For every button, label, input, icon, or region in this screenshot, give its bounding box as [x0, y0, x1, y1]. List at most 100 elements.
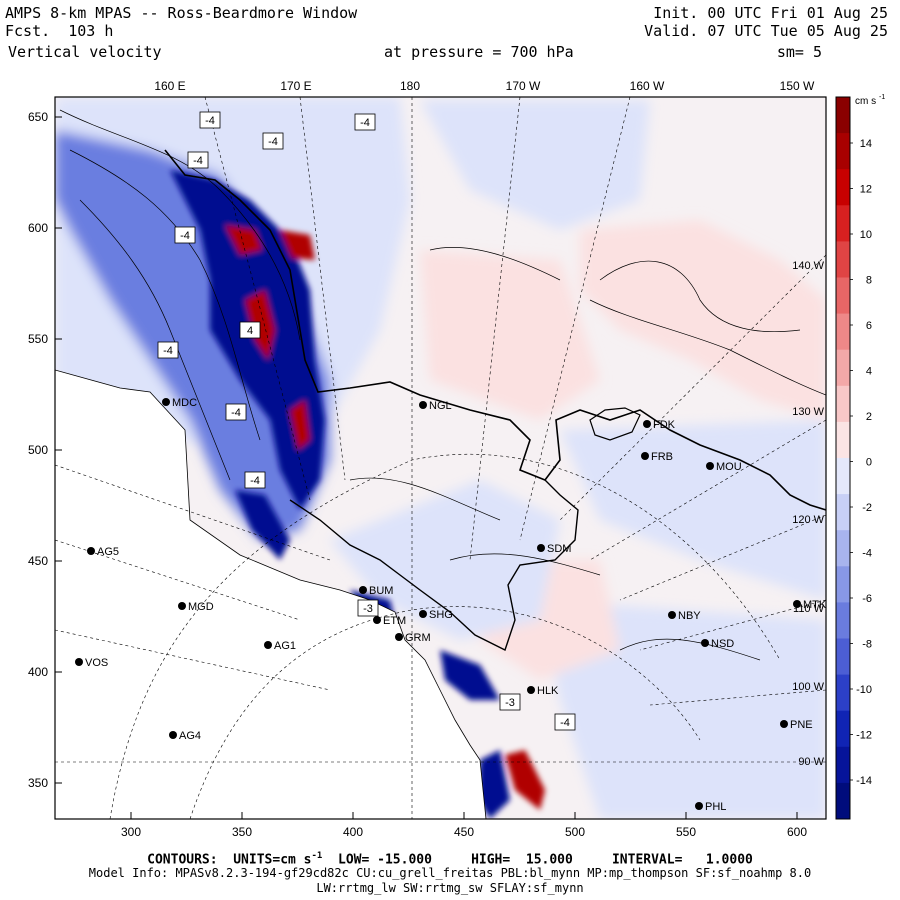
y-tick-label: 450: [28, 554, 48, 568]
station-label: FRB: [651, 451, 673, 463]
colorbar-step: [836, 530, 850, 567]
svg-text:-4: -4: [360, 117, 370, 129]
station-marker: [706, 462, 714, 470]
colorbar-units-exp: -1: [879, 94, 885, 101]
pressure-level: at pressure = 700 hPa: [384, 43, 574, 61]
station-marker: [780, 720, 788, 728]
right-lon-label: 100 W: [792, 681, 824, 693]
station-vos: VOS: [75, 657, 108, 669]
station-mdc: MDC: [162, 397, 197, 409]
map-panel: -4 -4 -4 -4 -4 -4 -4 -4 4 -3 -3 -4 MDC NGL FDK FRB MOU A…: [55, 97, 826, 819]
y-tick-label: 650: [28, 110, 48, 124]
contour-label: -4: [157, 341, 179, 359]
colorbar-label: -6: [862, 593, 872, 605]
station-marker: [643, 420, 651, 428]
station-label: PHL: [705, 801, 726, 813]
colorbar-step: [836, 205, 850, 242]
contour-line-7: [619, 638, 761, 661]
colorbar-label: 14: [860, 138, 872, 150]
field-core-4: [280, 230, 315, 260]
colorbar-step: [836, 349, 850, 387]
station-label: FDK: [653, 419, 676, 431]
physics-info: LW:rrtmg_lw SW:rrtmg_sw SFLAY:sf_mynn: [316, 881, 584, 895]
station-ngl: NGL: [419, 400, 452, 412]
station-fdk: FDK: [643, 419, 676, 431]
station-mgd: MGD: [178, 601, 214, 613]
y-tick-label: 350: [28, 776, 48, 790]
station-ag5: AG5: [87, 546, 119, 558]
contour-label: 4: [239, 321, 261, 339]
forecast-hours: 103 h: [68, 22, 114, 40]
field-soft-layer: [55, 97, 826, 819]
station-marker: [419, 401, 427, 409]
y-tick-label: 600: [28, 221, 48, 235]
field-core-3: [290, 400, 310, 450]
pressure-label: at pressure =: [384, 43, 502, 61]
top-lon-label: 150 W: [780, 79, 815, 93]
right-lon-label: 130 W: [792, 406, 824, 418]
colorbar-step: [836, 421, 850, 459]
station-label: AG1: [274, 640, 296, 652]
colorbar-label: 2: [866, 411, 872, 423]
colorbar-step: [836, 241, 850, 278]
colorbar-step: [836, 277, 850, 315]
valid-time: Valid. 07 UTC Tue 05 Aug 25: [644, 22, 888, 40]
svg-text:-3: -3: [505, 697, 515, 709]
field-name: Vertical velocity: [8, 43, 162, 61]
x-tick-label: 600: [787, 825, 807, 839]
colorbar-label: 6: [866, 320, 872, 332]
svg-text:-4: -4: [231, 407, 241, 419]
colorbar-units: cm s: [855, 96, 876, 107]
colorbar-step: [836, 385, 850, 423]
field-core-8: [440, 650, 500, 700]
colorbar-step: [836, 458, 850, 495]
init-time: Init. 00 UTC Fri 01 Aug 25: [653, 4, 888, 22]
right-lon-label: 90 W: [798, 756, 824, 768]
station-grm: GRM: [395, 632, 431, 644]
colorbar-label: 12: [860, 184, 872, 196]
station-label: SDM: [547, 543, 571, 555]
contour-label: -3: [499, 693, 521, 711]
contour-high: HIGH= 15.000: [471, 852, 573, 868]
station-marker: [419, 610, 427, 618]
contour-label: -4: [354, 113, 376, 131]
field-blob-5: [420, 250, 600, 420]
colorbar-step: [836, 566, 850, 603]
station-label: HLK: [537, 685, 559, 697]
pressure-value: 700 hPa: [510, 43, 574, 61]
station-mou: MOU: [706, 461, 742, 473]
colorbar-step: [836, 169, 850, 206]
station-marker: [537, 544, 545, 552]
colorbar-step: [836, 782, 850, 820]
right-lon-label: 140 W: [792, 260, 824, 272]
contour-line-6: [449, 553, 601, 576]
station-marker: [264, 641, 272, 649]
contour-line-2: [79, 199, 231, 481]
station-label: NGL: [429, 400, 452, 412]
colorbar-label: -8: [862, 639, 872, 651]
colorbar-label: -2: [862, 502, 872, 514]
colorbar-frame: [835, 96, 851, 820]
svg-text:-3: -3: [363, 603, 373, 615]
svg-text:-4: -4: [560, 717, 570, 729]
svg-text:-4: -4: [250, 475, 260, 487]
station-marker: [359, 586, 367, 594]
x-tick-label: 350: [232, 825, 252, 839]
station-marker: [75, 658, 83, 666]
station-phl: PHL: [695, 801, 726, 813]
station-label: BUM: [369, 585, 393, 597]
contour-label: -4: [554, 713, 576, 731]
contour-line-3: [599, 260, 801, 332]
y-tick-label: 400: [28, 665, 48, 679]
station-pne: PNE: [780, 719, 813, 731]
colorbar-step: [836, 746, 850, 784]
colorbar-label: -10: [856, 684, 872, 696]
station-frb: FRB: [641, 451, 673, 463]
station-bum: BUM: [359, 585, 393, 597]
colorbar-step: [836, 638, 850, 676]
y-tick-label: 550: [28, 332, 48, 346]
colorbar-label: -14: [856, 775, 872, 787]
station-marker: [641, 452, 649, 460]
